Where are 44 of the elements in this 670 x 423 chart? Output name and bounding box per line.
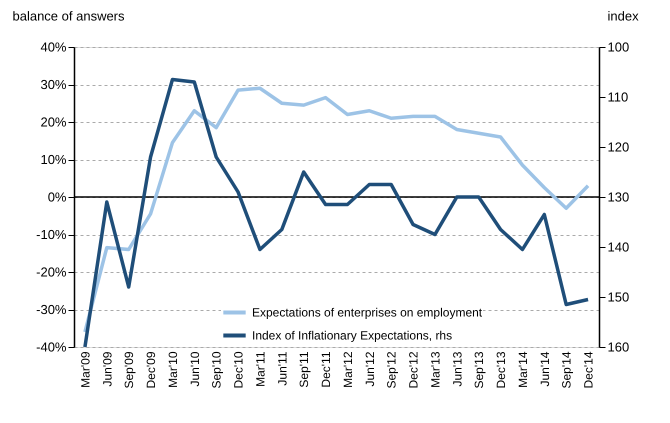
y-tick-label: 40% [40,40,67,54]
x-tick-label: Mar'11 [253,351,268,387]
x-tick-label: Sep'11 [297,351,312,388]
x-tick-label: Sep'13 [472,351,486,388]
x-tick-label: Sep'14 [560,351,574,388]
x-tick-label: Dec'11 [319,351,334,388]
x-tick-label: Jun'09 [100,351,114,386]
x-tick-label: Sep'09 [122,351,136,388]
x-tick-label: Mar'14 [516,351,530,388]
y-axis-title: balance of answers [12,8,126,24]
y2-axis-title: index [608,8,640,24]
x-tick-label: Mar'12 [340,351,355,388]
y2-tick-label: 100 [608,40,630,54]
y-tick-label: -20% [36,264,67,280]
y-tick-label: 30% [40,77,67,92]
y-tick-label: 20% [40,114,67,130]
x-tick-label: Dec'13 [494,351,508,388]
x-tick-label: Jun'13 [450,351,464,386]
x-tick-label: Jun'10 [188,351,202,386]
x-tick-label: Dec'12 [406,351,421,388]
y-tick-label: -40% [36,340,67,354]
x-tick-label: Jun'12 [362,351,377,386]
x-tick-label: Mar'13 [428,351,442,388]
x-tick-label: Jun'11 [275,351,290,386]
x-tick-label: Mar'10 [166,351,180,388]
y2-tick-label: 140 [608,240,630,254]
y-tick-label: -30% [36,302,67,317]
y2-tick-label: 120 [608,140,630,154]
y-tick-label: -10% [36,227,67,242]
x-tick-label: Dec'10 [232,351,246,388]
y2-tick-label: 110 [608,90,628,104]
y2-tick-label: 160 [608,340,630,354]
legend-label: Index of Inflationary Expectations, rhs [252,328,452,342]
x-tick-label: Jun'14 [538,351,552,386]
x-tick-label: Dec'14 [582,351,596,388]
y2-tick-label: 150 [608,290,630,304]
x-tick-label: Sep'10 [210,351,224,388]
y2-tick-label: 130 [608,190,630,204]
x-tick-label: Dec'09 [144,351,158,388]
y-tick-label: 10% [40,152,67,167]
legend-label: Expectations of enterprises on employment [252,306,483,320]
y-tick-label: 0% [48,190,67,204]
x-tick-label: Sep'12 [384,351,399,388]
x-tick-label: Mar'09 [78,351,92,388]
